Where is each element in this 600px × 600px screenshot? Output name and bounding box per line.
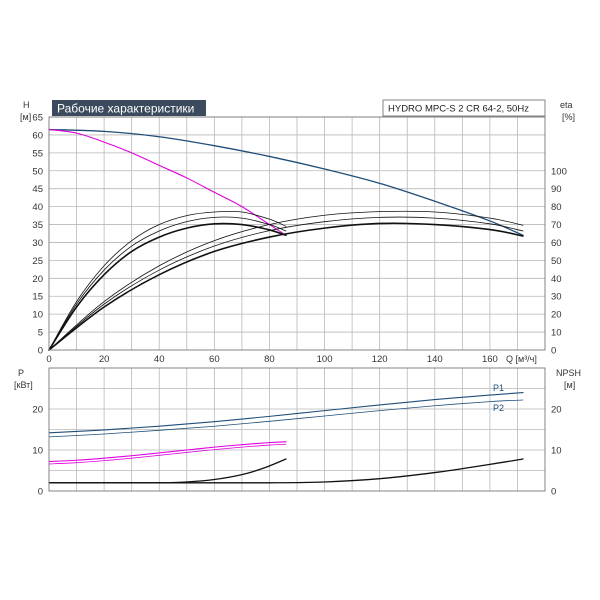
right-axis-unit-top: [%]	[562, 112, 575, 122]
left-axis-label-top: H	[23, 100, 30, 110]
h-tick-label: 20	[32, 274, 43, 285]
h-tick-label: 45	[32, 184, 43, 195]
head-efficiency-series-line-7	[48, 216, 524, 351]
head-efficiency-series-line-1	[48, 129, 287, 236]
h-tick-label: 60	[32, 130, 43, 141]
x-tick-label: 20	[99, 354, 110, 365]
eta-tick-label: 10	[551, 328, 562, 339]
head-efficiency-series-line-5	[48, 222, 524, 351]
head-efficiency-series-line-0	[48, 128, 524, 236]
bottom-grid	[49, 368, 545, 491]
h-tick-label: 50	[32, 166, 43, 177]
h-tick-label: 0	[38, 346, 43, 357]
left-axis-label-bottom: P	[18, 368, 24, 378]
h-tick-label: 5	[38, 328, 43, 339]
x-tick-label: 140	[427, 354, 443, 365]
tick-labels: 0 20 40 60 80 100 120 140 1600510152025303540455…	[32, 113, 566, 498]
eta-tick-label: 40	[551, 274, 562, 285]
eta-tick-label: 100	[551, 166, 567, 177]
x-tick-label: 60	[209, 354, 220, 365]
head-efficiency-series	[48, 128, 524, 351]
power-npsh-series-line-0	[48, 392, 524, 434]
h-tick-label: 55	[32, 148, 43, 159]
eta-tick-label: 20	[551, 310, 562, 321]
x-tick-label: 80	[264, 354, 275, 365]
eta-tick-label: 90	[551, 184, 562, 195]
power-npsh-series-line-1	[48, 399, 524, 438]
head-efficiency-series-line-3	[48, 210, 287, 351]
h-tick-label: 10	[32, 310, 43, 321]
h-tick-label: 15	[32, 292, 43, 303]
x-tick-label: 160	[482, 354, 498, 365]
p-tick-label: 20	[32, 405, 43, 416]
h-tick-label: 40	[32, 202, 43, 213]
head-efficiency-series-line-4	[48, 216, 287, 351]
power-npsh-series	[48, 392, 524, 484]
x-tick-label: 120	[372, 354, 388, 365]
h-tick-label: 65	[32, 113, 43, 124]
eta-tick-label: 50	[551, 256, 562, 267]
x-axis-label: Q [м³/ч]	[506, 354, 537, 364]
top-plot-frame	[48, 116, 546, 351]
right-axis-unit-bottom: [м]	[564, 380, 575, 390]
left-axis-unit-bottom: [кВт]	[14, 380, 33, 390]
left-axis-unit-top: [м]	[20, 112, 31, 122]
npsh-tick-label: 20	[551, 405, 562, 416]
p-tick-label: 10	[32, 446, 43, 457]
power-npsh-series-line-4	[48, 458, 287, 484]
p-tick-label: 0	[38, 487, 43, 498]
head-efficiency-series-line-2	[48, 222, 287, 351]
h-tick-label: 25	[32, 256, 43, 267]
bottom-plot-frame	[48, 367, 546, 492]
right-axis-label-bottom: NPSH	[556, 368, 581, 378]
legend-label-p2: P2	[493, 403, 504, 413]
head-efficiency-series-line-6	[48, 210, 524, 351]
product-label-box	[382, 99, 546, 117]
chart-title: Рабочие характеристики	[57, 102, 194, 116]
npsh-tick-label: 0	[551, 487, 556, 498]
h-tick-label: 30	[32, 238, 43, 249]
title-background	[52, 100, 206, 116]
x-tick-label: 0	[46, 354, 51, 365]
eta-tick-label: 80	[551, 202, 562, 213]
eta-tick-label: 30	[551, 292, 562, 303]
right-axis-label-top: eta	[560, 100, 573, 110]
x-tick-label: 100	[317, 354, 333, 365]
eta-tick-label: 70	[551, 220, 562, 231]
product-label: HYDRO MPC-S 2 CR 64-2, 50Hz	[388, 104, 529, 115]
legend-label-p1: P1	[493, 383, 504, 393]
power-npsh-series-line-5	[48, 458, 524, 484]
npsh-tick-label: 10	[551, 446, 562, 457]
eta-tick-label: 60	[551, 238, 562, 249]
x-tick-label: 40	[154, 354, 165, 365]
power-npsh-series-line-2	[48, 441, 287, 463]
eta-tick-label: 0	[551, 346, 556, 357]
power-npsh-series-line-3	[48, 443, 287, 465]
h-tick-label: 35	[32, 220, 43, 231]
top-grid	[49, 116, 545, 350]
